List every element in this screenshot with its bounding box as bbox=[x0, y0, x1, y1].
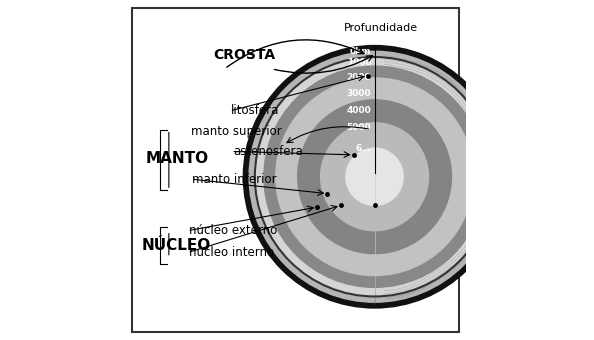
Circle shape bbox=[298, 100, 451, 254]
Text: manto inferior: manto inferior bbox=[192, 173, 277, 186]
Wedge shape bbox=[375, 100, 451, 254]
Wedge shape bbox=[375, 66, 485, 287]
Text: núcleo externo: núcleo externo bbox=[189, 224, 277, 237]
Circle shape bbox=[346, 148, 403, 205]
Text: 1000: 1000 bbox=[346, 58, 371, 67]
Text: NÚCLEO: NÚCLEO bbox=[142, 238, 211, 253]
Text: manto superior: manto superior bbox=[191, 125, 282, 138]
Text: 3000: 3000 bbox=[346, 89, 371, 98]
Wedge shape bbox=[375, 47, 504, 307]
Text: Profundidade: Profundidade bbox=[345, 23, 418, 33]
Circle shape bbox=[255, 57, 494, 296]
Circle shape bbox=[264, 66, 485, 287]
Wedge shape bbox=[375, 47, 504, 307]
Circle shape bbox=[245, 47, 504, 307]
Wedge shape bbox=[298, 100, 375, 254]
Text: astenosfera: astenosfera bbox=[233, 145, 303, 158]
Text: 4000: 4000 bbox=[346, 106, 371, 116]
Wedge shape bbox=[245, 47, 375, 307]
Wedge shape bbox=[321, 123, 375, 231]
FancyBboxPatch shape bbox=[132, 8, 459, 332]
Circle shape bbox=[276, 78, 473, 275]
Wedge shape bbox=[375, 78, 473, 275]
Text: MANTO: MANTO bbox=[146, 151, 208, 166]
Wedge shape bbox=[375, 148, 403, 205]
Wedge shape bbox=[245, 47, 375, 307]
Wedge shape bbox=[375, 51, 500, 302]
Text: 2000: 2000 bbox=[346, 73, 371, 82]
Wedge shape bbox=[346, 148, 375, 205]
Circle shape bbox=[321, 123, 428, 231]
Wedge shape bbox=[255, 57, 375, 296]
Text: CROSTA: CROSTA bbox=[214, 48, 276, 62]
Text: 6…: 6… bbox=[356, 143, 371, 153]
Text: litosfera: litosfera bbox=[231, 104, 280, 118]
Text: núcleo interno: núcleo interno bbox=[189, 246, 274, 259]
Text: 0km: 0km bbox=[350, 48, 371, 56]
Text: 5000: 5000 bbox=[346, 123, 371, 132]
Wedge shape bbox=[249, 51, 375, 302]
Wedge shape bbox=[264, 66, 375, 287]
Wedge shape bbox=[276, 78, 375, 275]
Wedge shape bbox=[375, 123, 428, 231]
Circle shape bbox=[249, 51, 500, 302]
Wedge shape bbox=[375, 57, 494, 296]
